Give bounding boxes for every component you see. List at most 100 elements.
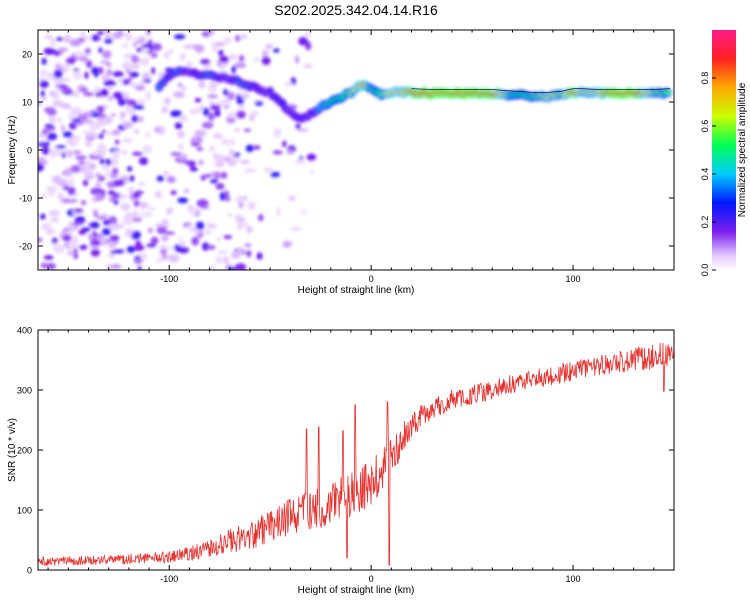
heatmap-cell [147,227,153,234]
heatmap-cell [66,149,73,158]
heatmap-cell [119,175,130,181]
heatmap-cell [210,171,215,178]
heatmap-cell [133,258,143,264]
heatmap-cell [145,131,150,138]
heatmap-cell [132,104,145,110]
heatmap-cell [93,210,98,218]
heatmap-cell [142,144,152,154]
heatmap-cell [191,236,200,246]
heatmap-cell [70,91,80,97]
heatmap-cell [261,50,269,58]
heatmap-cell [227,93,235,100]
heatmap-cell [39,80,49,88]
heatmap-cell [101,227,111,236]
heatmap-cell [238,202,244,209]
heatmap-cell [80,87,89,93]
heatmap-cell [179,52,186,61]
heatmap-cell [77,113,89,122]
heatmap-cell [43,107,56,113]
colorbar-label: Normalized spectral amplitude [737,82,748,217]
heatmap-cell [121,121,134,129]
heatmap-cell [204,229,212,236]
heatmap-cell [99,69,104,73]
heatmap-cell [78,244,88,250]
heatmap-cell [62,131,72,138]
heatmap-cell [40,193,48,199]
heatmap-cell [238,93,250,99]
heatmap-cell [57,192,64,200]
heatmap-cell [222,97,231,106]
heatmap-cell [49,115,56,124]
heatmap-cell [48,210,60,217]
heatmap-cell [170,152,182,156]
heatmap-cell [45,132,58,141]
colorbar-tick-label: 0.2 [700,216,710,229]
heatmap-cell [60,103,71,109]
heatmap-cell [67,186,76,196]
heatmap-cell [178,236,184,240]
heatmap-cell [234,127,240,132]
ridge-outline [411,88,671,93]
heatmap-cell [142,72,151,80]
heatmap-cell [147,39,153,44]
heatmap-cell [210,264,216,270]
heatmap-cell [120,203,131,211]
heatmap-cell [90,187,98,195]
heatmap-cell [122,61,131,71]
heatmap-cell [64,167,73,177]
heatmap-cell [91,34,100,42]
spectrogram-y-tick-label: -10 [19,194,32,204]
heatmap-cell [137,81,148,87]
heatmap-cell [265,43,274,50]
heatmap-cell [78,229,87,235]
heatmap-cell [238,54,245,62]
heatmap-cell [294,159,305,165]
snr-plot-area [38,342,674,567]
heatmap-cell [131,151,143,156]
heatmap-cell [163,51,170,60]
spectrogram-y-tick-label: 10 [22,98,32,108]
heatmap-cell [122,43,129,49]
heatmap-cell [90,238,101,247]
heatmap-cell [134,85,146,91]
heatmap-cell [88,124,101,131]
heatmap-cell [161,235,169,242]
heatmap-cell [105,62,112,67]
heatmap-cell [55,37,64,42]
heatmap-cell [95,181,101,189]
heatmap-cell [97,30,105,35]
heatmap-cell [282,240,292,249]
heatmap-cell [84,120,95,124]
heatmap-cell [156,190,162,199]
heatmap-cell [111,152,121,160]
heatmap-cell [235,195,247,204]
heatmap-cell [143,61,149,66]
heatmap-cell [64,140,74,145]
heatmap-cell [156,226,167,235]
heatmap-cell [40,90,45,98]
heatmap-cell [111,113,116,117]
heatmap-cell [102,50,112,59]
heatmap-cell [234,263,247,270]
snr-ylabel: SNR (10 * v/v) [7,418,18,482]
heatmap-cell [41,128,49,135]
heatmap-cell [70,107,82,116]
heatmap-cell [98,232,103,240]
heatmap-cell [160,249,168,255]
heatmap-cell [172,91,185,99]
heatmap-cell [183,188,190,194]
heatmap-cell [263,167,274,173]
heatmap-cell [96,105,105,113]
heatmap-cell [222,256,230,265]
heatmap-cell [84,71,89,80]
heatmap-cell [53,69,63,78]
heatmap-cell [166,207,172,215]
heatmap-cell [194,97,202,103]
heatmap-cell [56,117,63,123]
heatmap-cell [228,53,239,61]
heatmap-cell [167,49,174,55]
heatmap-cell [177,82,183,88]
heatmap-cell [188,161,196,168]
heatmap-cell [53,245,65,254]
heatmap-cell [208,82,219,87]
